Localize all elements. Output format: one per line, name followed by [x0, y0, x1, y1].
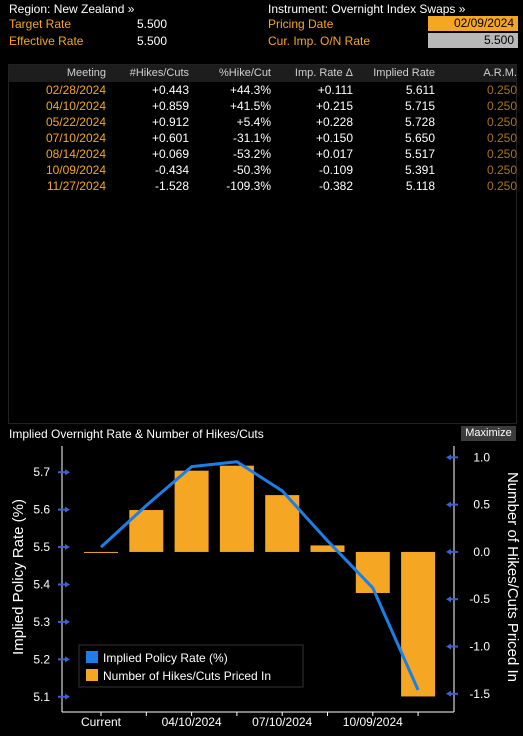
- cell-implied-rate: 5.118: [405, 179, 435, 193]
- chart-panel: [0, 442, 523, 736]
- chart-title: Implied Overnight Rate & Number of Hikes…: [9, 427, 264, 441]
- cell-pct-hike-cut: -109.3%: [226, 179, 271, 193]
- col-header-meeting[interactable]: Meeting: [66, 67, 106, 79]
- cell-hikes-cuts: +0.912: [151, 115, 189, 129]
- table-row[interactable]: 08/14/2024 +0.069 -53.2% +0.017 5.517 0.250: [9, 146, 517, 162]
- target-rate-label: Target Rate: [9, 17, 72, 31]
- table-row[interactable]: 11/27/2024 -1.528 -109.3% -0.382 5.118 0.250: [9, 178, 517, 194]
- pricing-date-label: Pricing Date: [268, 17, 334, 31]
- cell-pct-hike-cut: +5.4%: [236, 115, 271, 129]
- cell-hikes-cuts: +0.601: [151, 131, 189, 145]
- col-header-pct-hike-cut[interactable]: %Hike/Cut: [219, 67, 271, 79]
- cell-arm: 0.250: [486, 147, 517, 161]
- cell-pct-hike-cut: +41.5%: [229, 99, 271, 113]
- meetings-table: Meeting #Hikes/Cuts %Hike/Cut Imp. Rate …: [8, 64, 517, 424]
- cell-arm: 0.250: [486, 99, 517, 113]
- cur-imp-rate-field[interactable]: 5.500: [428, 33, 518, 48]
- table-row[interactable]: 04/10/2024 +0.859 +41.5% +0.215 5.715 0.250: [9, 98, 517, 114]
- instrument-selector[interactable]: Instrument: Overnight Index Swaps »: [268, 2, 466, 16]
- cell-imp-rate-delta: +0.215: [315, 99, 353, 113]
- cell-hikes-cuts: -0.434: [154, 163, 189, 177]
- cell-implied-rate: 5.391: [404, 163, 435, 177]
- cell-meeting: 05/22/2024: [45, 115, 106, 129]
- cell-implied-rate: 5.715: [404, 99, 435, 113]
- col-header-arm[interactable]: A.R.M.: [483, 67, 517, 79]
- cell-meeting: 04/10/2024: [45, 99, 106, 113]
- cell-arm: 0.250: [486, 83, 517, 97]
- cell-hikes-cuts: +0.859: [151, 99, 189, 113]
- cell-implied-rate: 5.728: [404, 115, 435, 129]
- maximize-button[interactable]: Maximize: [461, 426, 516, 441]
- cell-imp-rate-delta: -0.109: [318, 163, 353, 177]
- table-row[interactable]: 05/22/2024 +0.912 +5.4% +0.228 5.728 0.250: [9, 114, 517, 130]
- cell-hikes-cuts: +0.443: [151, 83, 189, 97]
- cell-imp-rate-delta: -0.382: [318, 179, 353, 193]
- cell-implied-rate: 5.517: [404, 147, 435, 161]
- cell-pct-hike-cut: -50.3%: [232, 163, 271, 177]
- effective-rate-value: 5.500: [137, 34, 168, 48]
- effective-rate-label: Effective Rate: [9, 34, 84, 48]
- cell-imp-rate-delta: +0.017: [315, 147, 353, 161]
- table-row[interactable]: 02/28/2024 +0.443 +44.3% +0.111 5.611 0.250: [9, 82, 517, 98]
- cur-imp-rate-label: Cur. Imp. O/N Rate: [268, 34, 371, 48]
- cell-meeting: 11/27/2024: [46, 179, 106, 193]
- col-header-implied-rate[interactable]: Implied Rate: [373, 67, 435, 79]
- cell-imp-rate-delta: +0.228: [315, 115, 353, 129]
- cell-arm: 0.250: [486, 163, 517, 177]
- cell-implied-rate: 5.611: [405, 83, 435, 97]
- region-selector[interactable]: Region: New Zealand »: [9, 2, 135, 16]
- cell-pct-hike-cut: +44.3%: [229, 83, 271, 97]
- cell-meeting: 02/28/2024: [45, 83, 106, 97]
- col-header-imp-rate-delta[interactable]: Imp. Rate Δ: [294, 67, 353, 79]
- cell-arm: 0.250: [486, 115, 517, 129]
- cell-arm: 0.250: [486, 179, 517, 193]
- cell-meeting: 08/14/2024: [45, 147, 106, 161]
- table-row[interactable]: 07/10/2024 +0.601 -31.1% +0.150 5.650 0.250: [9, 130, 517, 146]
- cell-pct-hike-cut: -31.1%: [232, 131, 271, 145]
- cell-meeting: 07/10/2024: [45, 131, 106, 145]
- cell-imp-rate-delta: +0.150: [315, 131, 353, 145]
- table-header: Meeting #Hikes/Cuts %Hike/Cut Imp. Rate …: [9, 65, 517, 82]
- cell-meeting: 10/09/2024: [45, 163, 106, 177]
- col-header-hikes-cuts[interactable]: #Hikes/Cuts: [129, 67, 189, 79]
- pricing-date-field[interactable]: 02/09/2024: [428, 16, 518, 31]
- cell-arm: 0.250: [486, 131, 517, 145]
- table-row[interactable]: 10/09/2024 -0.434 -50.3% -0.109 5.391 0.250: [9, 162, 517, 178]
- cell-imp-rate-delta: +0.111: [317, 83, 353, 97]
- target-rate-value: 5.500: [137, 17, 168, 31]
- cell-hikes-cuts: -1.528: [154, 179, 189, 193]
- cell-hikes-cuts: +0.069: [151, 147, 189, 161]
- cell-pct-hike-cut: -53.2%: [232, 147, 271, 161]
- cell-implied-rate: 5.650: [404, 131, 435, 145]
